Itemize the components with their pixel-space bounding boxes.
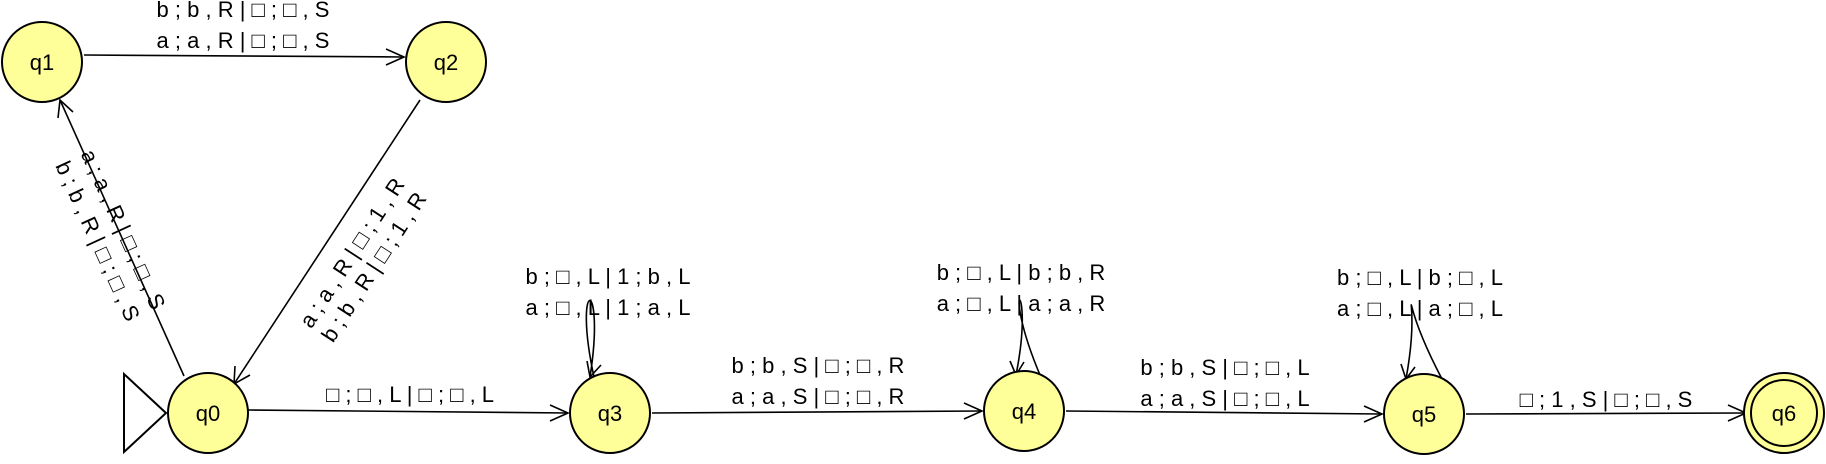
label-q5-loop-1: b ; □ , L | b ; □ , L: [1337, 265, 1503, 290]
label-q5-loop-2: a ; □ , L | a ; □ , L: [1337, 296, 1503, 321]
state-label-q2: q2: [434, 50, 458, 75]
state-q6[interactable]: q6: [1743, 372, 1825, 454]
label-q3-q4-1: b ; b , S | □ ; □ , R: [732, 353, 905, 378]
state-q1[interactable]: q1: [1, 21, 83, 103]
state-q2[interactable]: q2: [405, 21, 487, 103]
edge-q3-loop: [585, 299, 602, 379]
label-q3-loop-1: b ; □ , L | 1 ; b , L: [526, 264, 691, 289]
edge-q4-q5: [1065, 405, 1384, 423]
edge-q0-q3: [247, 404, 570, 422]
state-q4[interactable]: q4: [983, 370, 1065, 452]
label-q4-loop-2: a ; □ , L | a ; a , R: [937, 291, 1106, 316]
label-q3-q4-2: a ; a , S | □ ; □ , R: [732, 384, 905, 409]
label-q0-q3-1: □ ; □ , L | □ ; □ , L: [326, 382, 494, 407]
label-q1-q2-1: b ; b , R | □ ; □ , S: [157, 0, 330, 22]
label-q4-q5-1: b ; b , S | □ ; □ , L: [1140, 355, 1309, 380]
edge-q1-q2: [83, 48, 406, 66]
state-label-q6: q6: [1772, 401, 1796, 426]
label-q4-loop-1: b ; □ , L | b ; b , R: [937, 260, 1106, 285]
label-q4-q5-2: a ; a , S | □ ; □ , L: [1140, 386, 1309, 411]
state-label-q1: q1: [30, 50, 54, 75]
state-label-q5: q5: [1412, 402, 1436, 427]
state-label-q0: q0: [196, 401, 220, 426]
state-label-q4: q4: [1012, 399, 1036, 424]
initial-state-marker: [123, 371, 168, 455]
label-q5-q6-1: □ ; 1 , S | □ ; □ , S: [1520, 387, 1693, 412]
edge-q0-q1: [57, 98, 185, 377]
state-q0[interactable]: q0: [167, 372, 249, 454]
label-q1-q2-2: a ; a , R | □ ; □ , S: [157, 28, 330, 53]
edge-q3-q4: [651, 402, 984, 420]
state-q3[interactable]: q3: [569, 372, 651, 454]
label-q3-loop-2: a ; □ , L | 1 ; a , L: [526, 295, 691, 320]
state-label-q3: q3: [598, 401, 622, 426]
state-q5[interactable]: q5: [1383, 373, 1465, 455]
